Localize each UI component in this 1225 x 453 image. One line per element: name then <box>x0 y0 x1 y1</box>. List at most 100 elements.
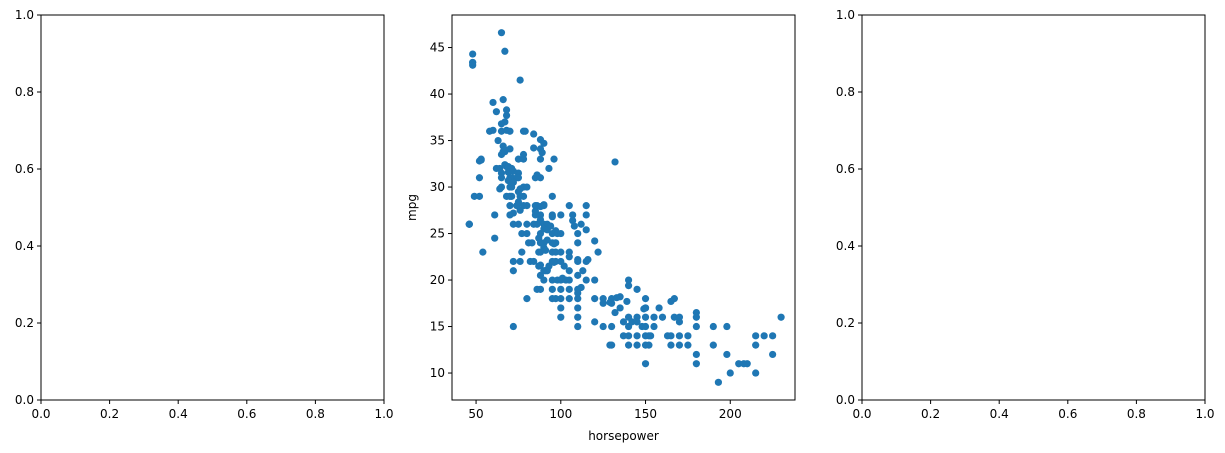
scatter-point <box>735 360 743 368</box>
scatter-point <box>624 282 633 290</box>
scatter-point <box>582 202 590 210</box>
scatter-point <box>508 192 516 200</box>
scatter-point <box>633 285 641 293</box>
left-x-tick-label: 0.2 <box>100 407 119 421</box>
scatter-point <box>557 304 565 312</box>
scatter-point <box>675 341 684 349</box>
scatter-point <box>479 248 487 256</box>
scatter-point <box>521 127 529 135</box>
scatter-point <box>509 167 517 175</box>
scatter-point <box>650 322 658 331</box>
scatter-point <box>667 341 675 349</box>
right-x-tick-label: 0.4 <box>990 407 1009 421</box>
scatter-point <box>469 58 477 67</box>
right-y-tick-label: 0.4 <box>836 239 855 253</box>
scatter-point <box>647 332 655 340</box>
scatter-point <box>723 350 731 359</box>
scatter-point <box>608 341 616 349</box>
scatter-point <box>743 360 751 368</box>
scatter-point <box>608 322 616 331</box>
scatter-y-tick-label: 45 <box>430 41 445 55</box>
scatter-point <box>557 211 565 219</box>
scatter-point <box>565 285 573 293</box>
scatter-point <box>667 332 675 340</box>
right-x-tick-label: 0.8 <box>1127 407 1146 421</box>
right-y-tick-label: 0.6 <box>836 162 855 176</box>
scatter-point <box>574 304 582 312</box>
scatter-point <box>509 178 517 186</box>
scatter-point <box>509 257 517 266</box>
scatter-point <box>574 255 582 264</box>
right-y-ticks: 0.0 0.2 0.4 0.6 0.8 1.0 <box>836 8 862 407</box>
scatter-point <box>752 341 760 349</box>
scatter-point <box>552 295 560 303</box>
scatter-point <box>641 322 650 331</box>
scatter-point <box>692 322 700 331</box>
scatter-point <box>557 248 565 256</box>
scatter-point <box>692 350 700 359</box>
scatter-point <box>516 76 524 84</box>
left-x-tick-label: 0.0 <box>31 407 50 421</box>
scatter-point <box>633 332 641 340</box>
scatter-point <box>523 295 531 303</box>
scatter-point <box>723 322 731 331</box>
scatter-point <box>557 285 565 293</box>
scatter-y-tick-label: 25 <box>430 227 445 241</box>
scatter-x-tick-label: 150 <box>634 407 657 421</box>
scatter-point <box>582 211 590 219</box>
scatter-point <box>497 120 506 128</box>
scatter-point <box>530 257 538 266</box>
scatter-point <box>709 322 717 331</box>
scatter-point <box>591 237 599 245</box>
scatter-point <box>623 297 631 306</box>
scatter-point <box>667 297 675 306</box>
scatter-point <box>530 220 538 228</box>
scatter-point <box>528 239 536 247</box>
scatter-point <box>641 304 650 312</box>
scatter-point <box>543 236 551 244</box>
scatter-point <box>506 211 514 219</box>
scatter-point <box>582 226 590 234</box>
scatter-point <box>514 155 523 163</box>
scatter-point <box>574 322 582 331</box>
scatter-point <box>545 164 553 173</box>
scatter-point <box>574 271 582 279</box>
scatter-point <box>497 169 506 177</box>
scatter-point <box>565 202 573 210</box>
scatter-point <box>608 299 616 307</box>
scatter-point <box>565 253 573 261</box>
scatter-point <box>591 318 599 326</box>
scatter-point <box>499 96 507 104</box>
scatter-point <box>531 207 539 215</box>
scatter-point <box>726 369 734 377</box>
right-y-tick-label: 0.2 <box>836 316 855 330</box>
scatter-point <box>501 146 509 154</box>
right-x-ticks: 0.0 0.2 0.4 0.6 0.8 1.0 <box>852 400 1215 421</box>
left-x-tick-label: 0.8 <box>306 407 325 421</box>
scatter-point <box>497 183 506 191</box>
scatter-point <box>502 111 511 120</box>
scatter-point <box>684 332 692 340</box>
left-y-tick-label: 0.0 <box>15 393 34 407</box>
scatter-point <box>491 234 499 242</box>
scatter-y-tick-label: 30 <box>430 180 445 194</box>
scatter-point <box>760 332 768 340</box>
scatter-point <box>497 29 506 37</box>
scatter-point <box>624 276 633 284</box>
scatter-point <box>641 295 650 303</box>
scatter-point <box>469 50 477 58</box>
scatter-point <box>540 276 548 284</box>
scatter-point <box>494 136 502 145</box>
scatter-points <box>465 29 785 386</box>
left-y-tick-label: 1.0 <box>15 8 34 22</box>
right-x-tick-label: 0.2 <box>921 407 940 421</box>
scatter-point <box>641 360 650 368</box>
scatter-point <box>624 341 633 349</box>
scatter-point <box>509 220 517 228</box>
scatter-point <box>491 211 499 219</box>
scatter-point <box>594 248 602 256</box>
left-y-tick-label: 0.8 <box>15 85 34 99</box>
scatter-point <box>650 313 658 321</box>
scatter-point <box>616 304 624 312</box>
